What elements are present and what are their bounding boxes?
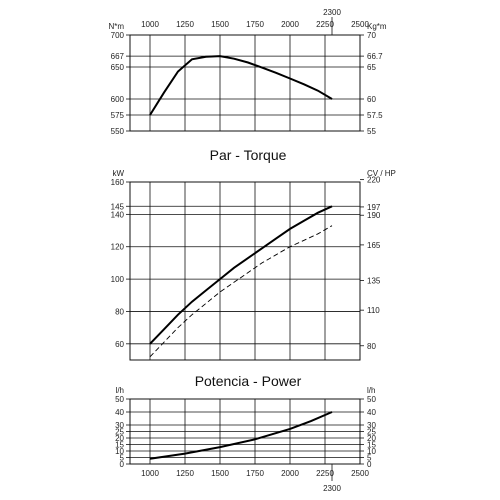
chart-1-ytick-left-label: 60 [115,340,124,349]
chart-2-ytick-right-label: 25 [367,428,376,437]
chart-2-ytick-left-label: 50 [115,395,124,404]
chart-2-ytick-right-label: 10 [367,447,376,456]
chart-1-ytick-left-label: 140 [111,210,125,219]
chart-1-ytick-left-label: 80 [115,307,124,316]
chart-2-xtick-label: 2000 [281,469,299,478]
chart-0-ytick-right-label: 65 [367,63,376,72]
chart-0-frame [129,34,361,132]
chart-1-frame [129,181,361,361]
chart-0-xtick-label: 2500 [351,20,369,29]
chart-0-ytick-left-label: 700 [111,31,125,40]
chart-1-ytick-left-label: 145 [111,202,125,211]
chart-2-ytick-right-label: 0 [367,460,372,469]
chart-0-ylabel-left: N*m [108,22,124,31]
chart-0-ytick-left-label: 550 [111,127,125,136]
chart-2-ytick-right-label: 30 [367,421,376,430]
chart-0-xtick-label: 1500 [211,20,229,29]
chart-1-ytick-right-label: 190 [367,211,381,220]
chart-1-ytick-left-label: 160 [111,178,125,187]
chart-2-ytick-right-label: 50 [367,395,376,404]
chart-1-ylabel-right: CV / HP [367,169,396,178]
chart-0-xtick-label: 2250 [316,20,334,29]
chart-1-ytick-right-label: 80 [367,342,376,351]
chart-2-ytick-left-label: 10 [115,447,124,456]
chart-0-xtick-label: 1250 [176,20,194,29]
chart-2-ytick-right-label: 5 [367,454,372,463]
chart-1-series-1 [149,225,333,358]
chart-1-ytick-right-label: 110 [367,306,380,315]
chart-0-series-0 [149,55,333,116]
chart-2-ytick-left-label: 25 [115,428,124,437]
chart-2-ylabel-right: l/h [367,386,375,395]
chart-0-ytick-right-label: 60 [367,95,376,104]
chart-0-ylabel-right: Kg*m [367,22,387,31]
chart-2-xtick-label: 1000 [141,469,159,478]
chart-1-ytick-left-label: 120 [111,243,125,252]
chart-2-xtick-label: 2250 [316,469,334,478]
chart-2-ytick-right-label: 15 [367,441,376,450]
chart-0-title: Par - Torque [210,147,287,163]
chart-0-xtick-label: 1750 [246,20,264,29]
chart-1-ylabel-left: kW [112,169,124,178]
chart-2-ytick-left-label: 30 [115,421,124,430]
chart-0-xtick-label: 2000 [281,20,299,29]
chart-2-xtick-label: 1500 [211,469,229,478]
chart-1-ytick-right-label: 197 [367,203,381,212]
chart-2-xtick-label: 1250 [176,469,194,478]
chart-2-ytick-right-label: 20 [367,434,376,443]
chart-0-marker-label: 2300 [323,8,341,17]
chart-2-marker-label: 2300 [323,484,341,493]
chart-0-ytick-left-label: 575 [111,111,125,120]
chart-2-xtick-label: 2500 [351,469,369,478]
chart-2-series-0 [149,411,333,460]
chart-0-ytick-left-label: 650 [111,63,125,72]
chart-0-ytick-right-label: 66.7 [367,52,383,61]
chart-2-ytick-left-label: 15 [115,441,124,450]
chart-1-ytick-right-label: 135 [367,276,381,285]
chart-2-ytick-left-label: 0 [120,460,125,469]
chart-0-ytick-right-label: 57.5 [367,111,383,120]
chart-2-ytick-left-label: 40 [115,408,124,417]
chart-0-ytick-left-label: 667 [111,52,125,61]
chart-1-ytick-left-label: 100 [111,275,125,284]
chart-1-series-0 [149,205,333,345]
chart-0-xtick-label: 1000 [141,20,159,29]
chart-0-ytick-right-label: 70 [367,31,376,40]
chart-0-ytick-right-label: 55 [367,127,376,136]
chart-1-ytick-right-label: 220 [367,176,381,185]
chart-1-ytick-right-label: 165 [367,241,381,250]
chart-0-ytick-left-label: 600 [111,95,125,104]
chart-1-title: Potencia - Power [195,373,302,389]
chart-2-xtick-label: 1750 [246,469,264,478]
chart-2-ylabel-left: l/h [116,386,124,395]
chart-2-ytick-left-label: 5 [120,454,125,463]
chart-2-ytick-right-label: 40 [367,408,376,417]
chart-2-ytick-left-label: 20 [115,434,124,443]
